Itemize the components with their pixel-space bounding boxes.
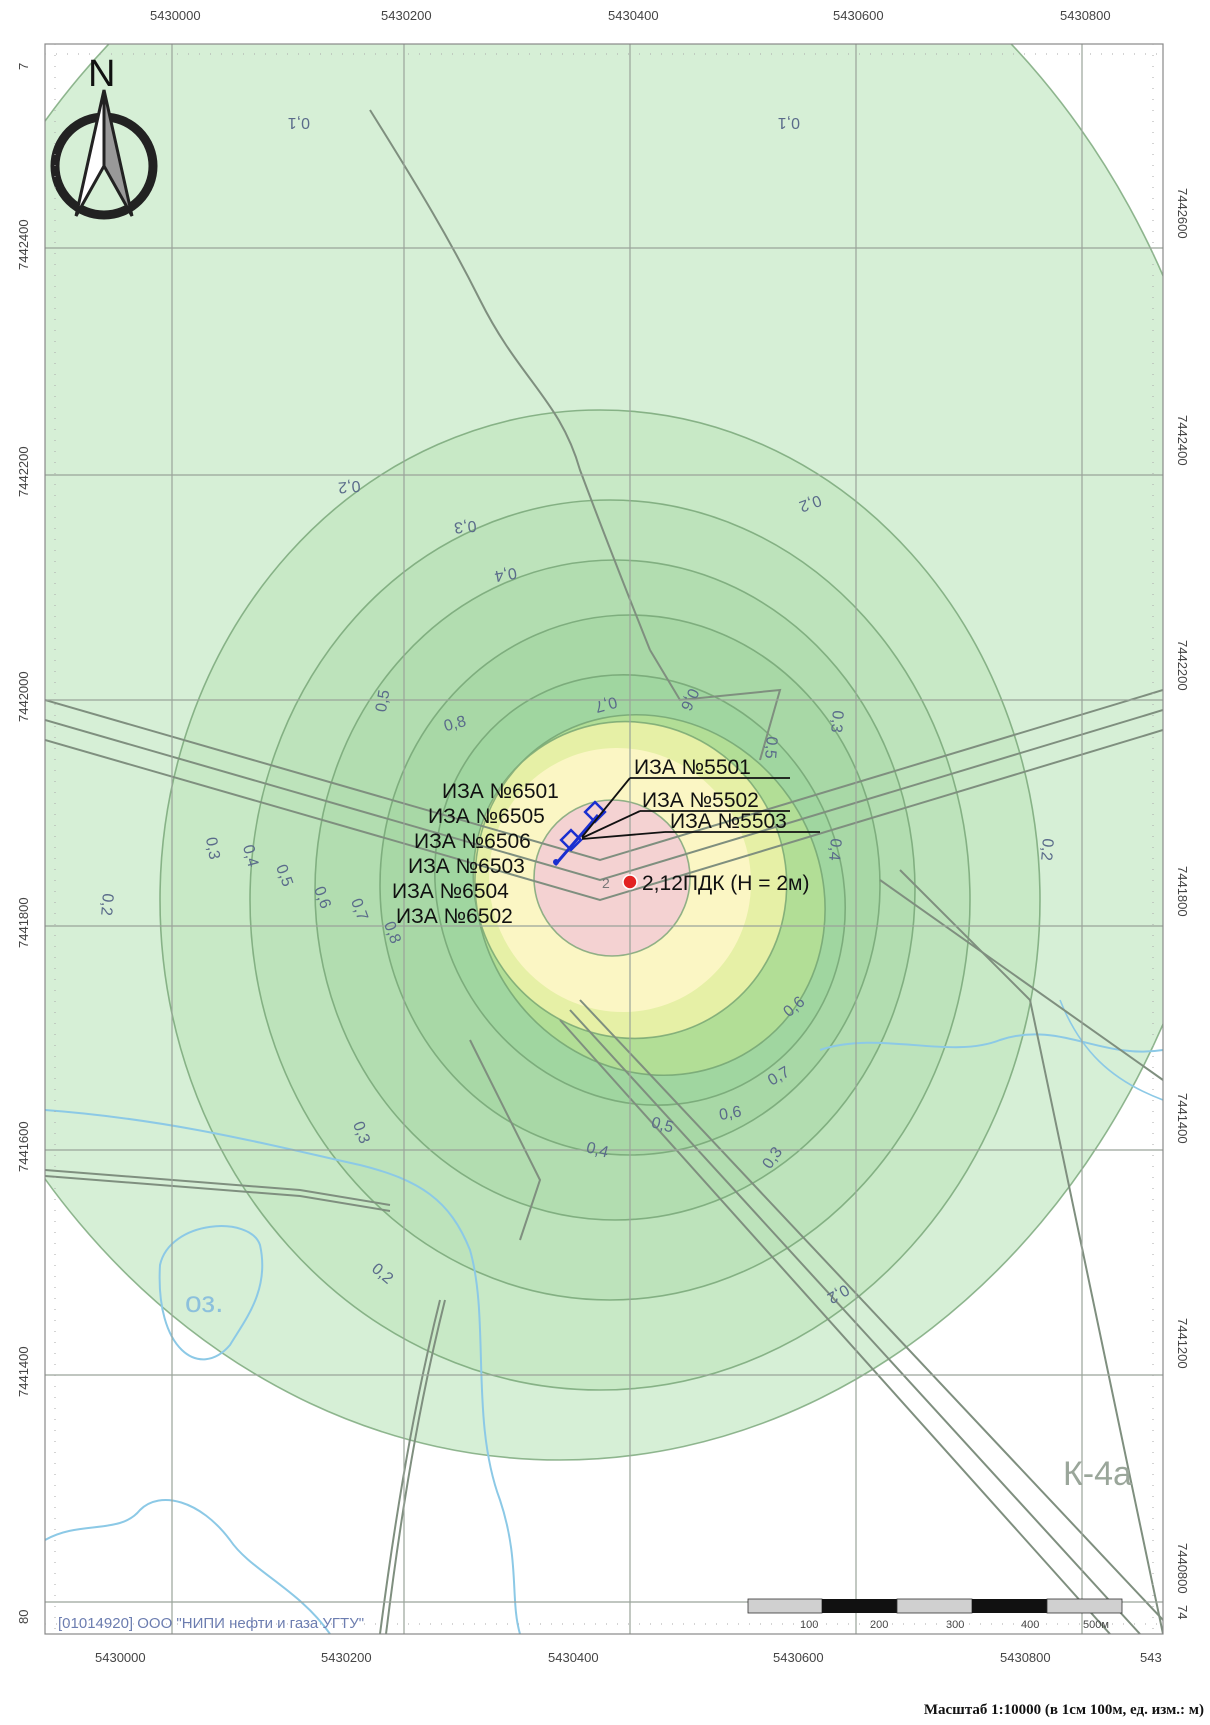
x-tick-top: 5430600	[833, 8, 884, 23]
x-tick-top: 5430200	[381, 8, 432, 23]
y-tick-left: 7442400	[16, 219, 31, 270]
source-label-6506: ИЗА №6506	[414, 830, 531, 853]
contour-label: 0,8	[442, 713, 468, 735]
contour-label: 0,1	[778, 114, 800, 131]
y-tick-right: 7442400	[1175, 415, 1190, 466]
source-markers	[553, 800, 607, 866]
zone-max	[534, 800, 690, 956]
y-tick-left: 7441800	[16, 897, 31, 948]
scale-tick: 400	[1021, 1619, 1039, 1631]
contour-label: 0,7	[593, 693, 619, 715]
y-tick-right: 7441200	[1175, 1318, 1190, 1369]
north-arrow-label: N	[88, 53, 115, 95]
contour-label: 0,4	[825, 838, 844, 862]
contour-label: 0,1	[288, 114, 310, 131]
leader-lines	[581, 777, 820, 840]
map-scale-note: Масштаб 1:10000 (в 1см 100м, ед. изм.: м…	[923, 1702, 1204, 1718]
y-axis-right: 7442600 7442400 7442200 7441800 7441400 …	[1175, 188, 1190, 1619]
river-line-3	[819, 1033, 1163, 1053]
source-label-6503: ИЗА №6503	[408, 855, 525, 878]
source-label-6504: ИЗА №6504	[392, 880, 509, 903]
y-tick-left: 80	[16, 1610, 31, 1624]
contour-label: 0,6	[310, 884, 334, 911]
contour-label: 0,7	[347, 896, 371, 923]
source-label-5501: ИЗА №5501	[634, 756, 751, 779]
contour-label: 0,8	[380, 919, 404, 946]
x-axis-bottom: 5430000 5430200 5430400 5430600 5430800 …	[95, 1650, 1162, 1665]
source-label-6502: ИЗА №6502	[396, 905, 513, 928]
contour-label: 0,4	[493, 564, 518, 585]
contour-label: 0,3	[202, 836, 223, 861]
y-tick-right: 7440800	[1175, 1543, 1190, 1594]
pipelines	[45, 109, 1163, 1634]
source-label-6501: ИЗА №6501	[442, 780, 559, 803]
river-line	[45, 1109, 521, 1634]
coordinate-grid	[45, 44, 1163, 1634]
contour-label: 0,5	[649, 1114, 675, 1136]
contour-label: 0,3	[453, 517, 477, 536]
contour-label: 0,5	[373, 689, 394, 714]
source-label-5502: ИЗА №5502	[642, 789, 759, 812]
y-tick-right: 7442600	[1175, 188, 1190, 239]
x-tick-bottom: 5430400	[548, 1650, 599, 1665]
y-tick-right: 7442200	[1175, 640, 1190, 691]
contour-label: 0,2	[97, 893, 116, 917]
contour-label: 0,2	[797, 491, 824, 515]
contour-label: 0,4	[584, 1139, 610, 1161]
lake-shape	[158, 1225, 264, 1361]
lake-label: оз.	[185, 1286, 223, 1319]
x-tick-top: 5430000	[150, 8, 201, 23]
x-tick-bottom: 543	[1140, 1650, 1162, 1665]
contour-label: 0,5	[761, 736, 780, 760]
x-tick-bottom: 5430000	[95, 1650, 146, 1665]
scale-tick: 100	[800, 1619, 818, 1631]
border-ticks	[45, 44, 1163, 1634]
max-point-marker	[622, 874, 638, 890]
y-tick-left: 7442200	[16, 446, 31, 497]
scale-bar: 100 200 300 400 500м	[747, 1598, 1123, 1631]
contour-label: 0,5	[272, 862, 296, 889]
contour-label: 0,6	[718, 1103, 743, 1124]
source-label-5503: ИЗА №5503	[670, 810, 787, 833]
x-tick-bottom: 5430800	[1000, 1650, 1051, 1665]
x-tick-bottom: 5430600	[773, 1650, 824, 1665]
y-tick-right: 74	[1175, 1605, 1190, 1619]
y-tick-right: 7441400	[1175, 1093, 1190, 1144]
x-tick-top: 5430800	[1060, 8, 1111, 23]
x-tick-bottom: 5430200	[321, 1650, 372, 1665]
scale-tick: 300	[946, 1619, 964, 1631]
y-tick-left: 7	[16, 63, 31, 70]
y-tick-left: 7442000	[16, 671, 31, 722]
scale-tick: 500м	[1083, 1619, 1109, 1631]
scale-tick: 200	[870, 1619, 888, 1631]
site-label: К-4а	[1063, 1455, 1132, 1493]
max-point-number: 2	[602, 875, 610, 891]
contour-label: 0,3	[827, 710, 846, 734]
x-tick-top: 5430400	[608, 8, 659, 23]
contour-label: 0,2	[337, 477, 361, 496]
map-border	[44, 43, 1164, 1635]
y-tick-left: 7441600	[16, 1121, 31, 1172]
contour-label: 0,3	[349, 1119, 373, 1146]
y-axis-left: 7 7442400 7442200 7442000 7441800 744160…	[16, 63, 31, 1624]
y-tick-right: 7441800	[1175, 866, 1190, 917]
contour-label: 0,4	[239, 843, 261, 869]
river-line-4	[1059, 999, 1163, 1101]
max-concentration-label: 2,12ПДК (Н = 2м)	[642, 872, 809, 895]
contour-label: 0,2	[1037, 838, 1056, 862]
source-label-6505: ИЗА №6505	[428, 805, 545, 828]
x-axis-top: 5430000 5430200 5430400 5430600 5430800	[150, 8, 1111, 23]
y-tick-left: 7441400	[16, 1346, 31, 1397]
organization-label: [01014920] ООО "НИПИ нефти и газа УГТУ"	[58, 1615, 364, 1632]
river-line-2	[45, 1499, 331, 1634]
